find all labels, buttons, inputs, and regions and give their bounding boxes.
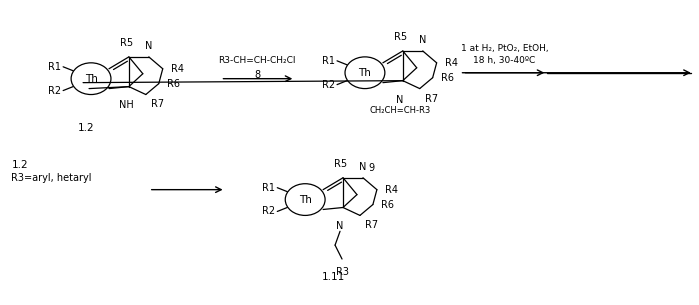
Text: 1.11: 1.11 <box>322 272 345 282</box>
Text: R4: R4 <box>445 58 458 68</box>
Text: R3: R3 <box>336 267 349 277</box>
Text: R2: R2 <box>322 80 335 90</box>
Text: R2: R2 <box>48 86 61 95</box>
Text: N: N <box>359 162 367 172</box>
Text: R1: R1 <box>262 183 275 193</box>
Text: Th: Th <box>85 74 97 84</box>
Text: N: N <box>336 221 344 231</box>
Text: R5: R5 <box>334 159 347 169</box>
Text: R1: R1 <box>48 62 61 72</box>
Text: N: N <box>396 95 403 105</box>
Text: 1 at H₂, PtO₂, EtOH,: 1 at H₂, PtO₂, EtOH, <box>461 45 548 53</box>
Text: R4: R4 <box>171 64 184 74</box>
Text: R5: R5 <box>394 32 408 42</box>
Text: R7: R7 <box>365 221 378 230</box>
Text: R4: R4 <box>385 185 398 195</box>
Text: Th: Th <box>298 195 312 205</box>
Text: 18 h, 30-40ºC: 18 h, 30-40ºC <box>473 56 535 65</box>
Text: R6: R6 <box>440 73 454 83</box>
Text: R7: R7 <box>425 94 438 103</box>
Text: R2: R2 <box>262 206 275 217</box>
Text: 1.2: 1.2 <box>78 123 94 133</box>
Text: NH: NH <box>119 100 134 110</box>
Text: CH₂CH=CH-R3: CH₂CH=CH-R3 <box>369 106 431 115</box>
Text: N: N <box>145 41 152 51</box>
Text: Th: Th <box>359 68 371 78</box>
Text: R6: R6 <box>167 79 180 89</box>
Text: R3=aryl, hetaryl: R3=aryl, hetaryl <box>11 173 92 183</box>
Text: R1: R1 <box>322 56 335 66</box>
Text: N: N <box>419 35 426 45</box>
Text: R6: R6 <box>381 199 394 210</box>
Text: 8: 8 <box>254 70 261 80</box>
Text: R7: R7 <box>151 99 164 109</box>
Text: R3-CH=CH-CH₂Cl: R3-CH=CH-CH₂Cl <box>219 56 296 65</box>
Text: R5: R5 <box>120 38 134 48</box>
Text: 1.2: 1.2 <box>11 160 28 170</box>
Text: 9: 9 <box>368 163 374 173</box>
